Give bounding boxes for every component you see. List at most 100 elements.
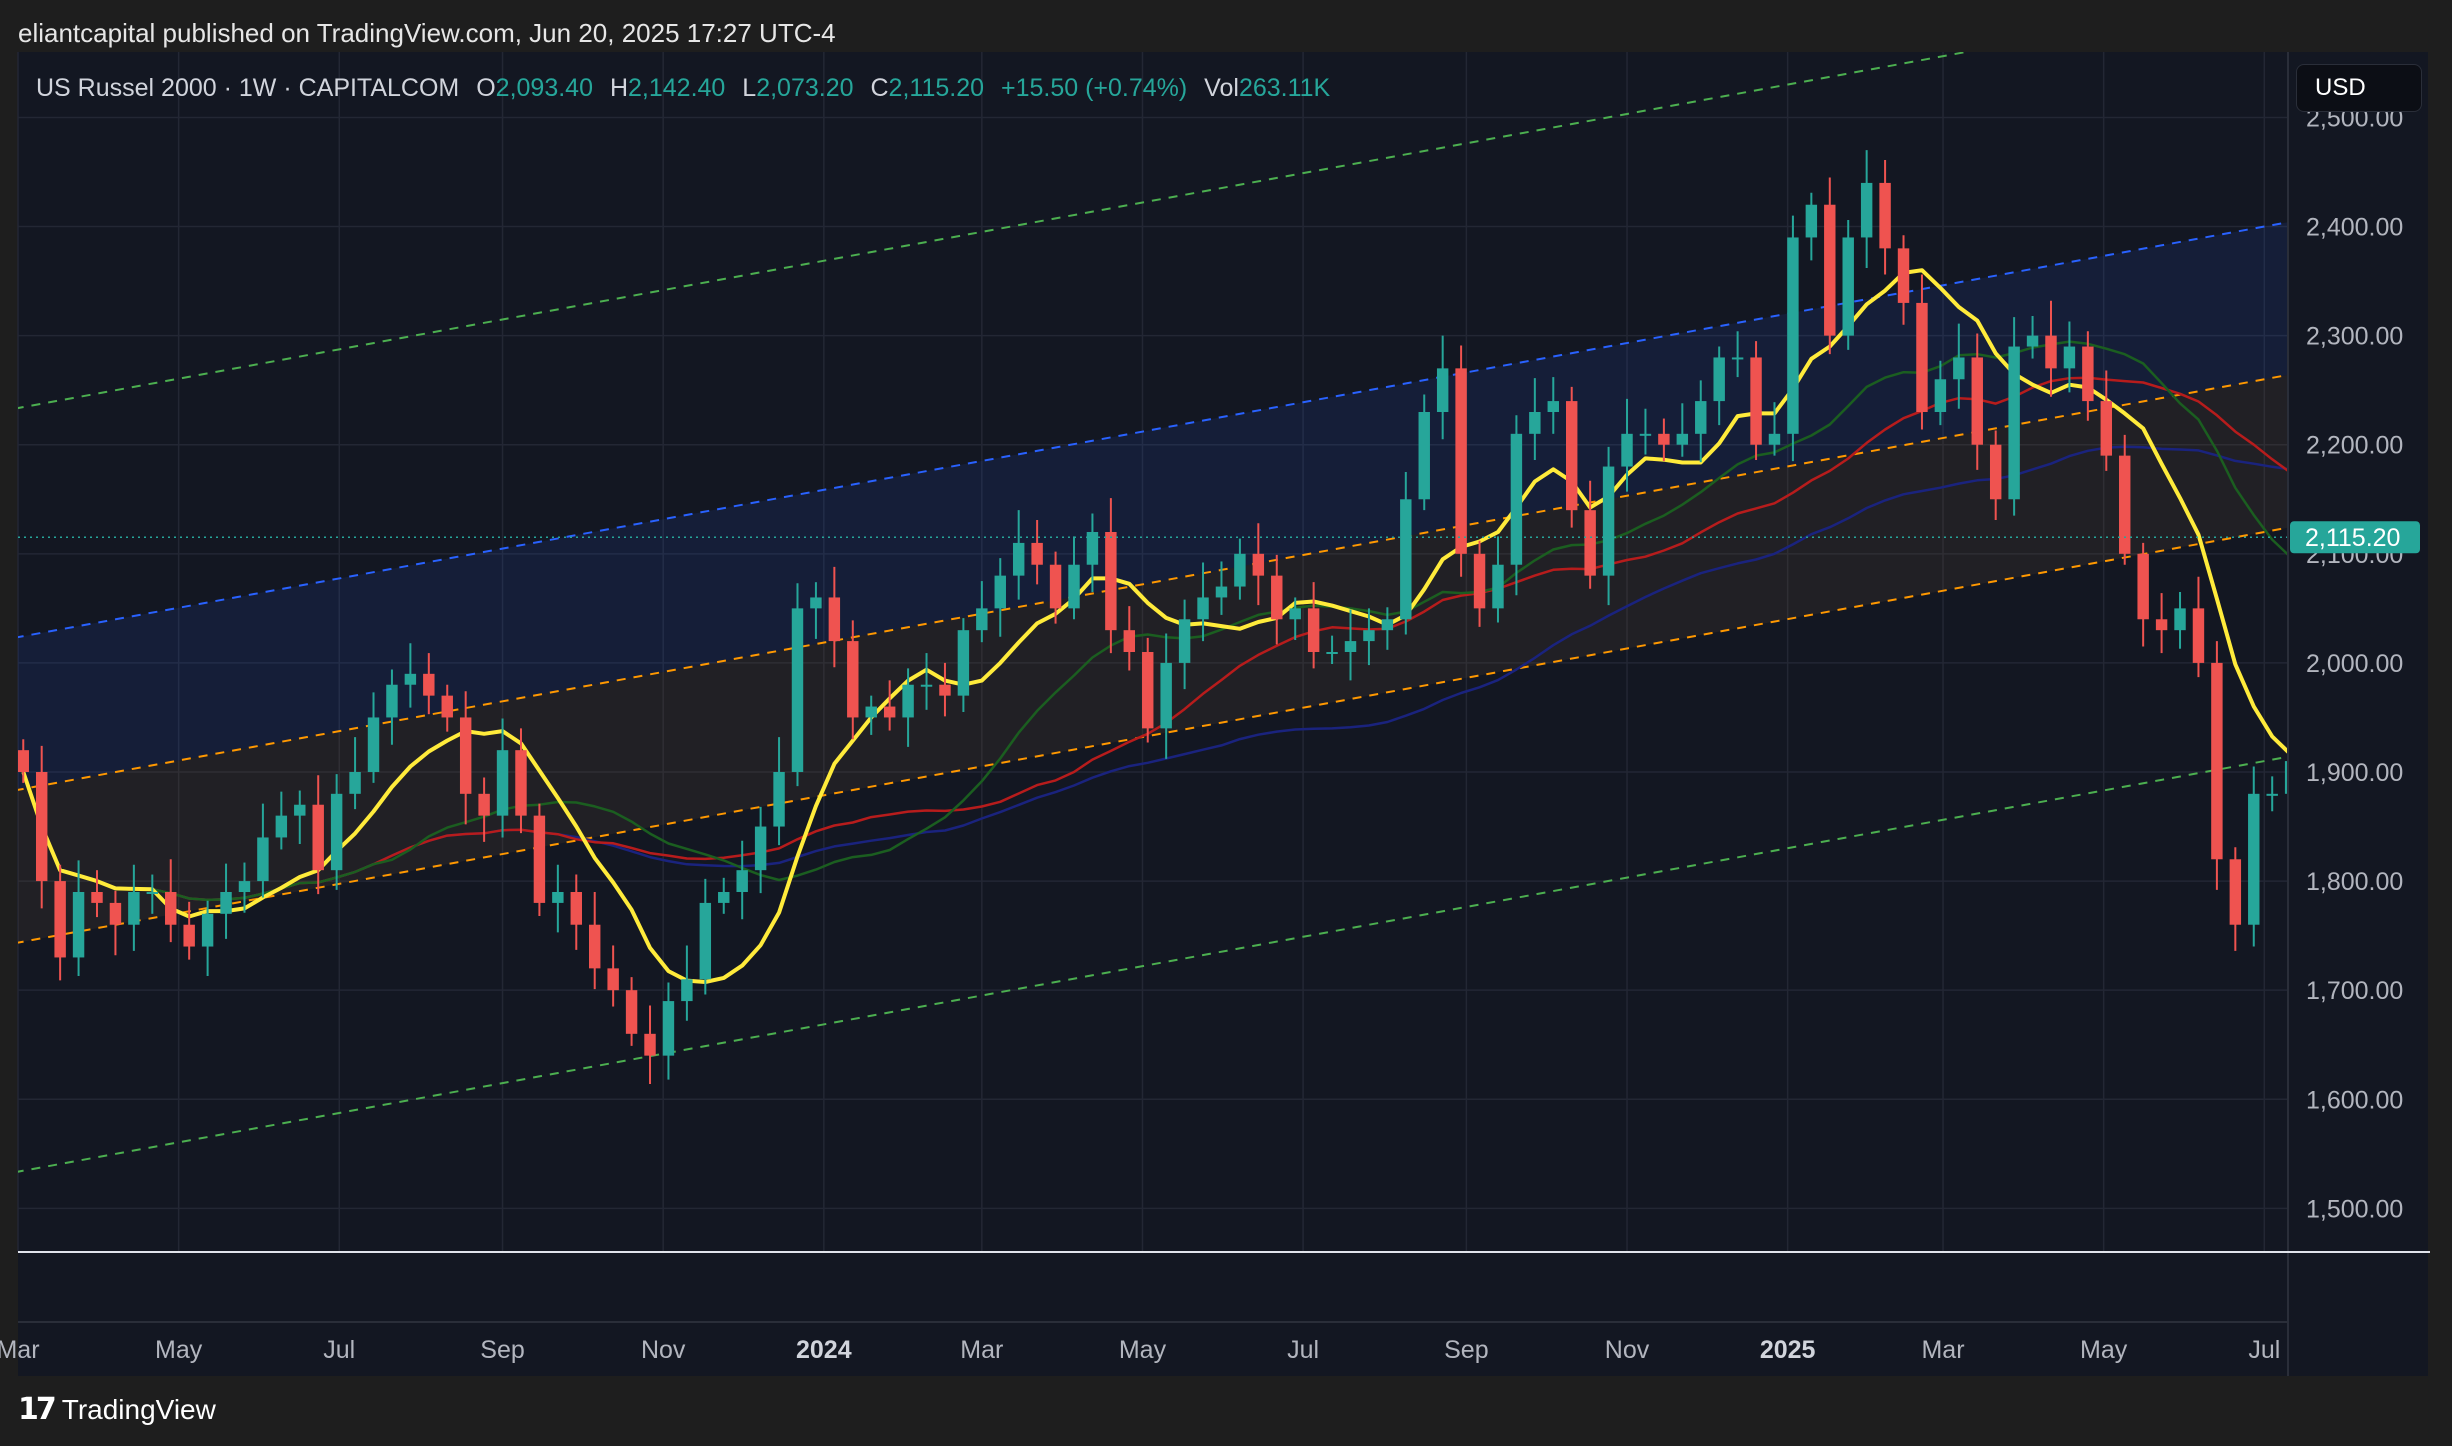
candle-body (478, 793, 490, 816)
candle-body (1400, 499, 1412, 620)
channel-line (18, 373, 2288, 791)
candle-body (2063, 346, 2076, 369)
symbol-label[interactable]: US Russel 2000 · 1W · CAPITALCOM (36, 74, 460, 102)
time-tick-label: Sep (1444, 1336, 1488, 1364)
candle-body (404, 673, 417, 685)
open-label: O (476, 74, 496, 102)
open-value: 2,093.40 (495, 74, 593, 102)
candle-body (1768, 433, 1781, 445)
channel-line (18, 52, 1972, 410)
candle-body (2082, 346, 2094, 402)
candle-body (1510, 433, 1523, 565)
candle-body (2100, 401, 2113, 456)
ohlc-legend: US Russel 2000 · 1W · CAPITALCOM O2,093.… (36, 74, 1330, 103)
candle-body (1178, 619, 1191, 663)
price-tick-label: 2,200.00 (2306, 432, 2403, 460)
candle-body (496, 750, 509, 816)
candle-body (736, 870, 748, 892)
candle-body (1934, 379, 1947, 412)
price-tick-label: 1,900.00 (2306, 759, 2403, 787)
candle-body (2137, 553, 2149, 620)
candle-body (1142, 652, 1154, 729)
candle-body (35, 772, 48, 882)
candle-body (165, 892, 177, 925)
volume-label: Vol (1204, 74, 1239, 102)
candle-body (330, 793, 343, 871)
candle-body (625, 990, 638, 1034)
time-tick-label: Sep (480, 1336, 524, 1364)
last-price-badge (2290, 521, 2420, 554)
candle-body (183, 924, 195, 947)
candle-body (146, 892, 159, 894)
candle-body (1547, 401, 1559, 412)
price-tick-label: 1,600.00 (2306, 1086, 2403, 1114)
candle-body (109, 902, 122, 925)
candle-body (1123, 630, 1136, 652)
candle-body (2026, 335, 2039, 347)
candle-body (994, 575, 1006, 609)
candle-body (423, 673, 435, 696)
candle-body (1197, 597, 1209, 620)
channel-lines (18, 52, 2288, 1173)
candle-body (1473, 553, 1486, 609)
candle-body (1713, 357, 1725, 402)
channel-fill (18, 222, 2288, 943)
candle-body (1695, 401, 1707, 434)
change-value: +15.50 (+0.74%) (1000, 74, 1188, 102)
candle-body (1271, 575, 1283, 620)
candle-body (681, 979, 693, 1002)
price-tick-label: 1,500.00 (2306, 1195, 2403, 1223)
candle-body (2192, 608, 2205, 663)
candle-body (1805, 204, 1818, 238)
candle-body (1731, 357, 1744, 360)
candle-body (1584, 510, 1596, 576)
candle-body (2008, 346, 2020, 500)
candle-body (1676, 433, 1689, 445)
currency-button[interactable]: USD (2296, 64, 2422, 112)
time-tick-label: May (1119, 1336, 1167, 1364)
candle-body (699, 902, 712, 980)
candle-body (1529, 412, 1541, 434)
candles (18, 150, 2425, 1084)
candle-body (1234, 553, 1246, 587)
candle-body (1455, 368, 1467, 554)
candle-body (847, 641, 859, 718)
candle-body (2211, 662, 2223, 860)
candle-body (312, 804, 324, 871)
candle-body (883, 706, 896, 718)
candle-body (18, 750, 29, 772)
last-price-label: 2,115.20 (2305, 524, 2400, 552)
time-tick-label: Nov (1605, 1336, 1650, 1364)
ma-red-line (22, 376, 2288, 902)
candle-body (2266, 793, 2278, 796)
candle-body (644, 1033, 656, 1056)
price-tick-label: 1,800.00 (2306, 868, 2403, 896)
candle-body (2359, 565, 2370, 609)
time-axis: Mar May Jul Sep Nov 2024 Mar May Jul Sep Nov 2025 Ma… (0, 1251, 2430, 1364)
candle-body (2414, 608, 2425, 619)
candle-body (367, 717, 380, 772)
candle-body (1639, 433, 1652, 436)
candle-body (1381, 619, 1394, 631)
candle-body (1879, 182, 1891, 249)
candle-body (754, 826, 767, 871)
brand-label: TradingView (61, 1393, 216, 1425)
candle-body (939, 684, 951, 696)
candle-body (1492, 564, 1504, 609)
candle-body (1750, 357, 1762, 445)
candle-body (1068, 564, 1080, 609)
candle-body (1252, 553, 1265, 576)
low-label: L (742, 74, 757, 102)
price-tick-label: 2,300.00 (2306, 323, 2403, 351)
ma-yellow-line (21, 268, 2288, 984)
candle-body (349, 772, 361, 794)
candle-body (1031, 542, 1043, 565)
candle-body (1565, 401, 1578, 511)
candle-body (662, 1001, 675, 1056)
time-tick-label: Jul (2248, 1336, 2280, 1364)
tradingview-footer[interactable]: 𝟭𝟳 TradingView (18, 1392, 216, 1427)
candle-body (2303, 707, 2314, 762)
candle-body (1363, 630, 1375, 642)
chart-panel[interactable] (18, 52, 2428, 1376)
